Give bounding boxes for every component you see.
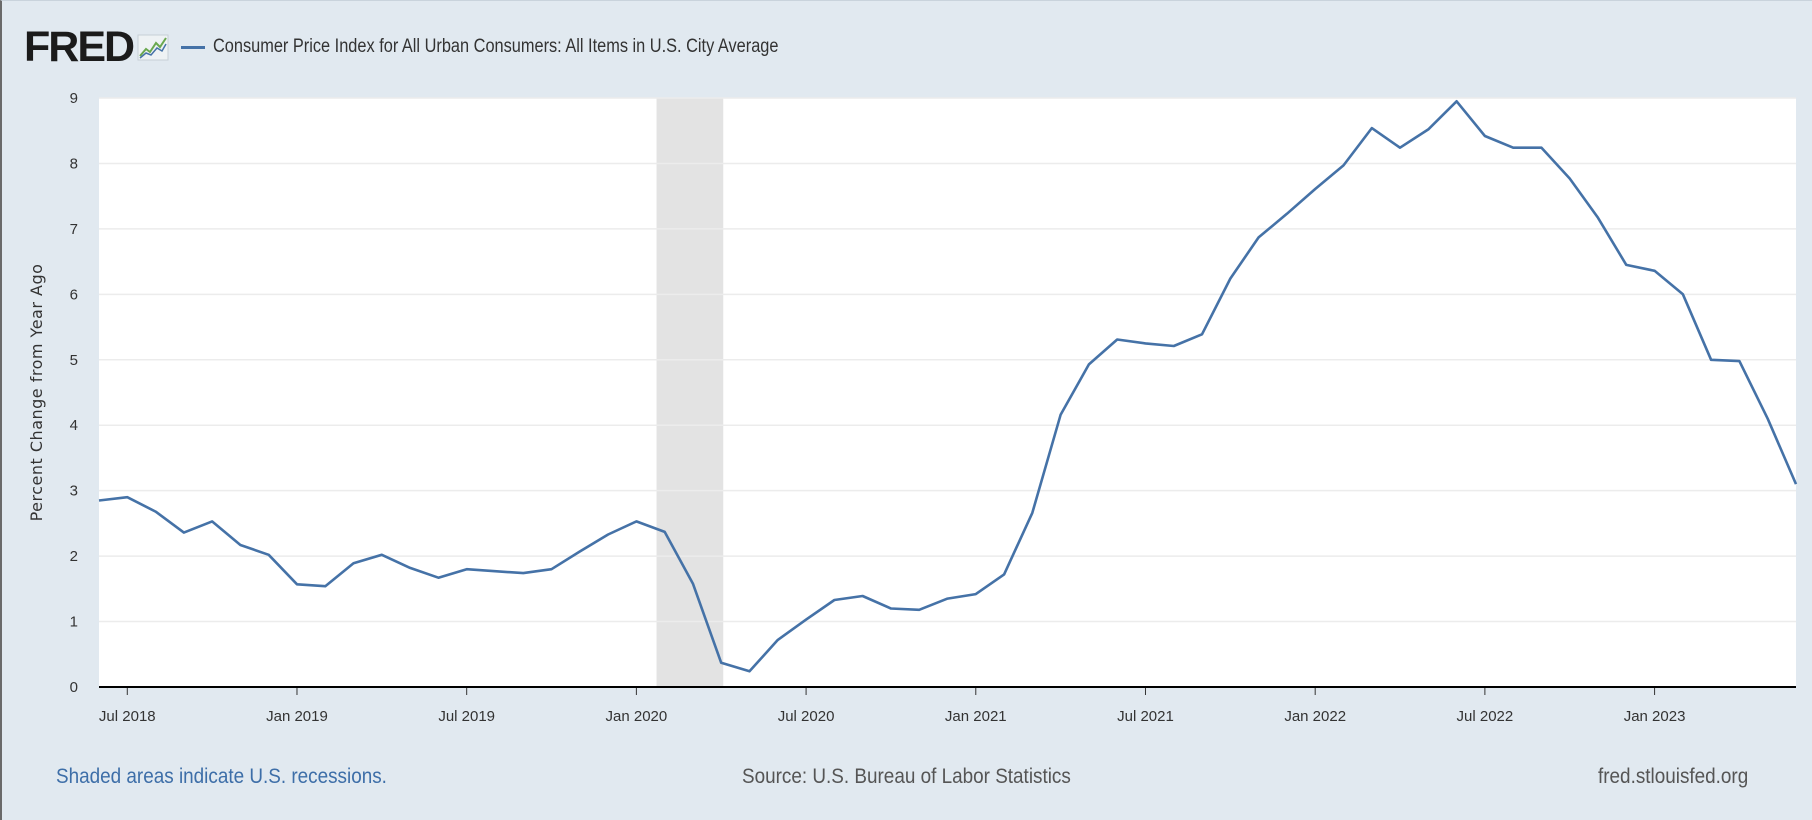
chart-svg: 0 1 2 3 4 5 6 7 8 9 Jul 2018 Jan 2019 Jul 2019 Jan 2… xyxy=(27,90,1798,725)
plot-area xyxy=(99,98,1796,687)
chart-header: FRED Consumer Price Index for All Urban … xyxy=(24,25,871,69)
grid-layer xyxy=(99,97,1796,623)
series-line-cpi xyxy=(98,100,1798,673)
y-tick-label-3: 3 xyxy=(70,483,78,500)
recession-shade-0 xyxy=(656,98,724,687)
x-tick-label: Jul 2019 xyxy=(438,708,495,725)
source-text: Source: U.S. Bureau of Labor Statistics xyxy=(742,765,1071,788)
y-tick-label-4: 4 xyxy=(70,417,78,434)
x-tick-label: Jul 2020 xyxy=(778,708,835,725)
y-tick-label-6: 6 xyxy=(70,286,78,303)
x-tick-label: Jul 2021 xyxy=(1117,708,1174,725)
y-tick-label-7: 7 xyxy=(70,221,78,238)
legend-series-swatch xyxy=(181,45,206,49)
x-tick-label: Jul 2022 xyxy=(1457,708,1514,725)
recession-layer xyxy=(656,98,724,687)
y-tick-label-8: 8 xyxy=(70,155,78,172)
y-tick-label-2: 2 xyxy=(70,548,78,565)
y-axis-label: Percent Change from Year Ago xyxy=(27,264,46,522)
x-tick-label: Jan 2019 xyxy=(266,708,328,725)
y-tick-label-5: 5 xyxy=(70,352,78,369)
recession-note-link[interactable]: Shaded areas indicate U.S. recessions. xyxy=(56,765,387,788)
x-tick-label: Jan 2020 xyxy=(606,708,668,725)
site-url: fred.stlouisfed.org xyxy=(1598,765,1749,788)
y-tick-label-9: 9 xyxy=(70,90,78,107)
y-tick-label-1: 1 xyxy=(70,614,78,631)
y-axis-ticks: 0 1 2 3 4 5 6 7 8 9 xyxy=(70,90,78,696)
x-axis-ticks: Jul 2018 Jan 2019 Jul 2019 Jan 2020 Jul 2020… xyxy=(99,687,1686,725)
fred-chart-logo-icon xyxy=(137,34,169,61)
fred-logo[interactable]: FRED xyxy=(24,23,135,71)
y-tick-label-0: 0 xyxy=(70,679,78,696)
x-tick-label: Jan 2022 xyxy=(1284,708,1346,725)
x-tick-label: Jan 2023 xyxy=(1624,708,1686,725)
chart-title: Consumer Price Index for All Urban Consu… xyxy=(213,36,779,57)
x-tick-label: Jan 2021 xyxy=(945,708,1007,725)
x-tick-label: Jul 2018 xyxy=(99,708,156,725)
